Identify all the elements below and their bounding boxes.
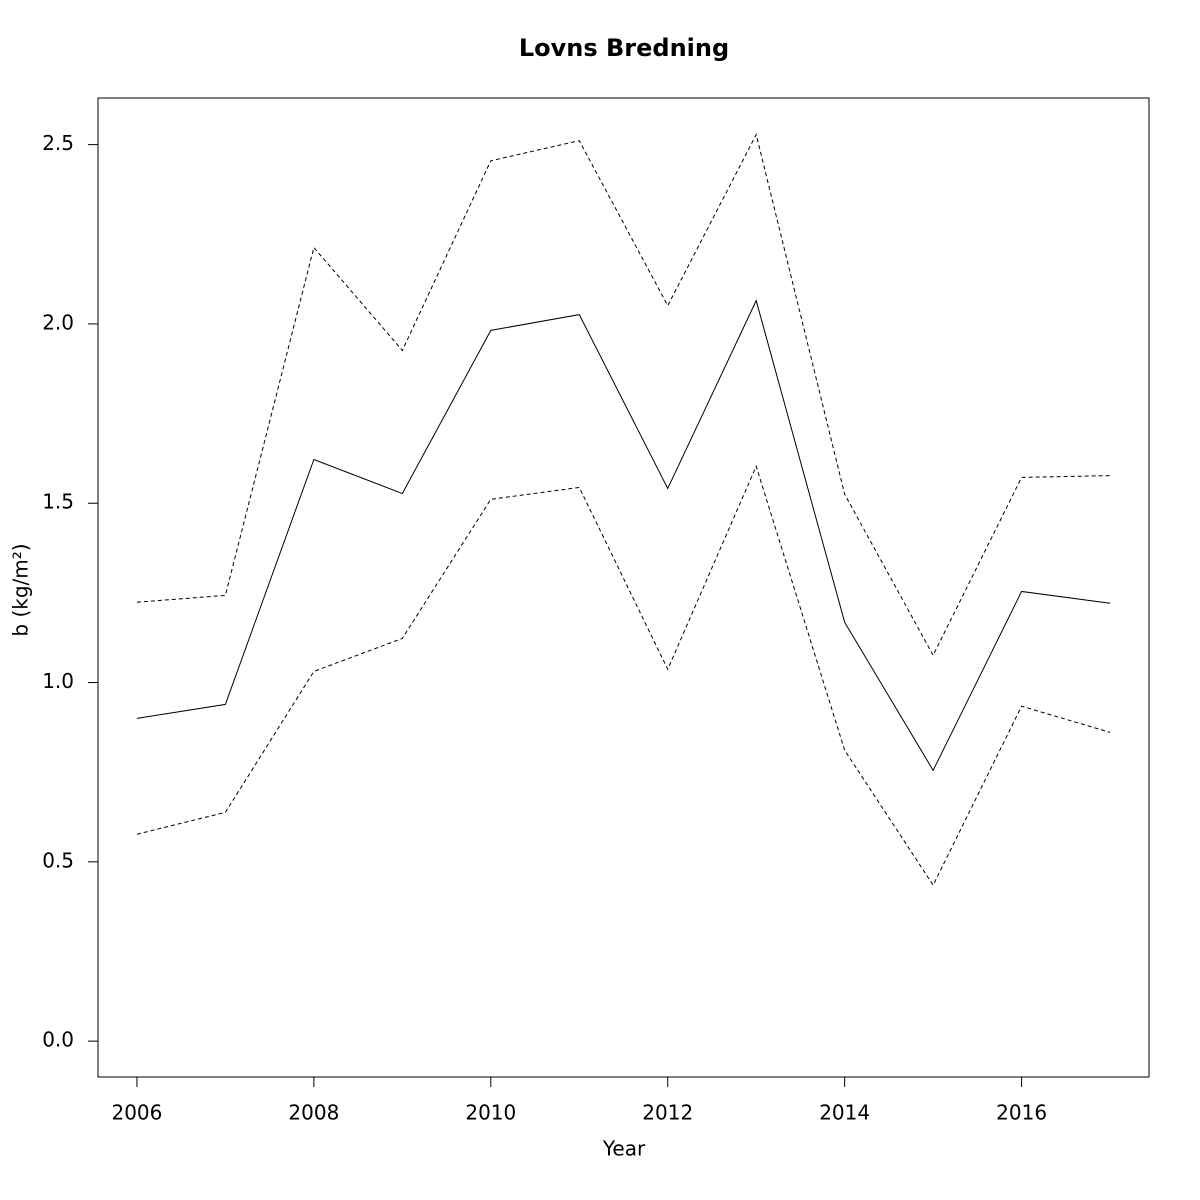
y-tick-label: 1.5 [42, 490, 74, 514]
y-tick-label: 0.0 [42, 1028, 74, 1052]
line [136, 299, 1111, 772]
dashed-line [136, 133, 1111, 657]
chart-title: Lovns Bredning [519, 34, 729, 62]
x-tick-label: 2006 [111, 1101, 162, 1125]
y-tick-label: 2.5 [42, 131, 74, 155]
x-tick-label: 2012 [642, 1101, 693, 1125]
plot-frame [97, 97, 1150, 1078]
dashed-line [136, 464, 1111, 887]
x-axis-label: Year [602, 1137, 646, 1161]
x-tick-label: 2016 [996, 1101, 1047, 1125]
y-tick-label: 2.0 [42, 310, 74, 334]
y-tick-label: 0.5 [42, 848, 74, 872]
y-axis-label: b (kg/m²) [9, 543, 33, 636]
y-tick-label: 1.0 [42, 669, 74, 693]
x-tick-label: 2010 [465, 1101, 516, 1125]
x-tick-label: 2008 [288, 1101, 339, 1125]
x-tick-label: 2014 [819, 1101, 870, 1125]
